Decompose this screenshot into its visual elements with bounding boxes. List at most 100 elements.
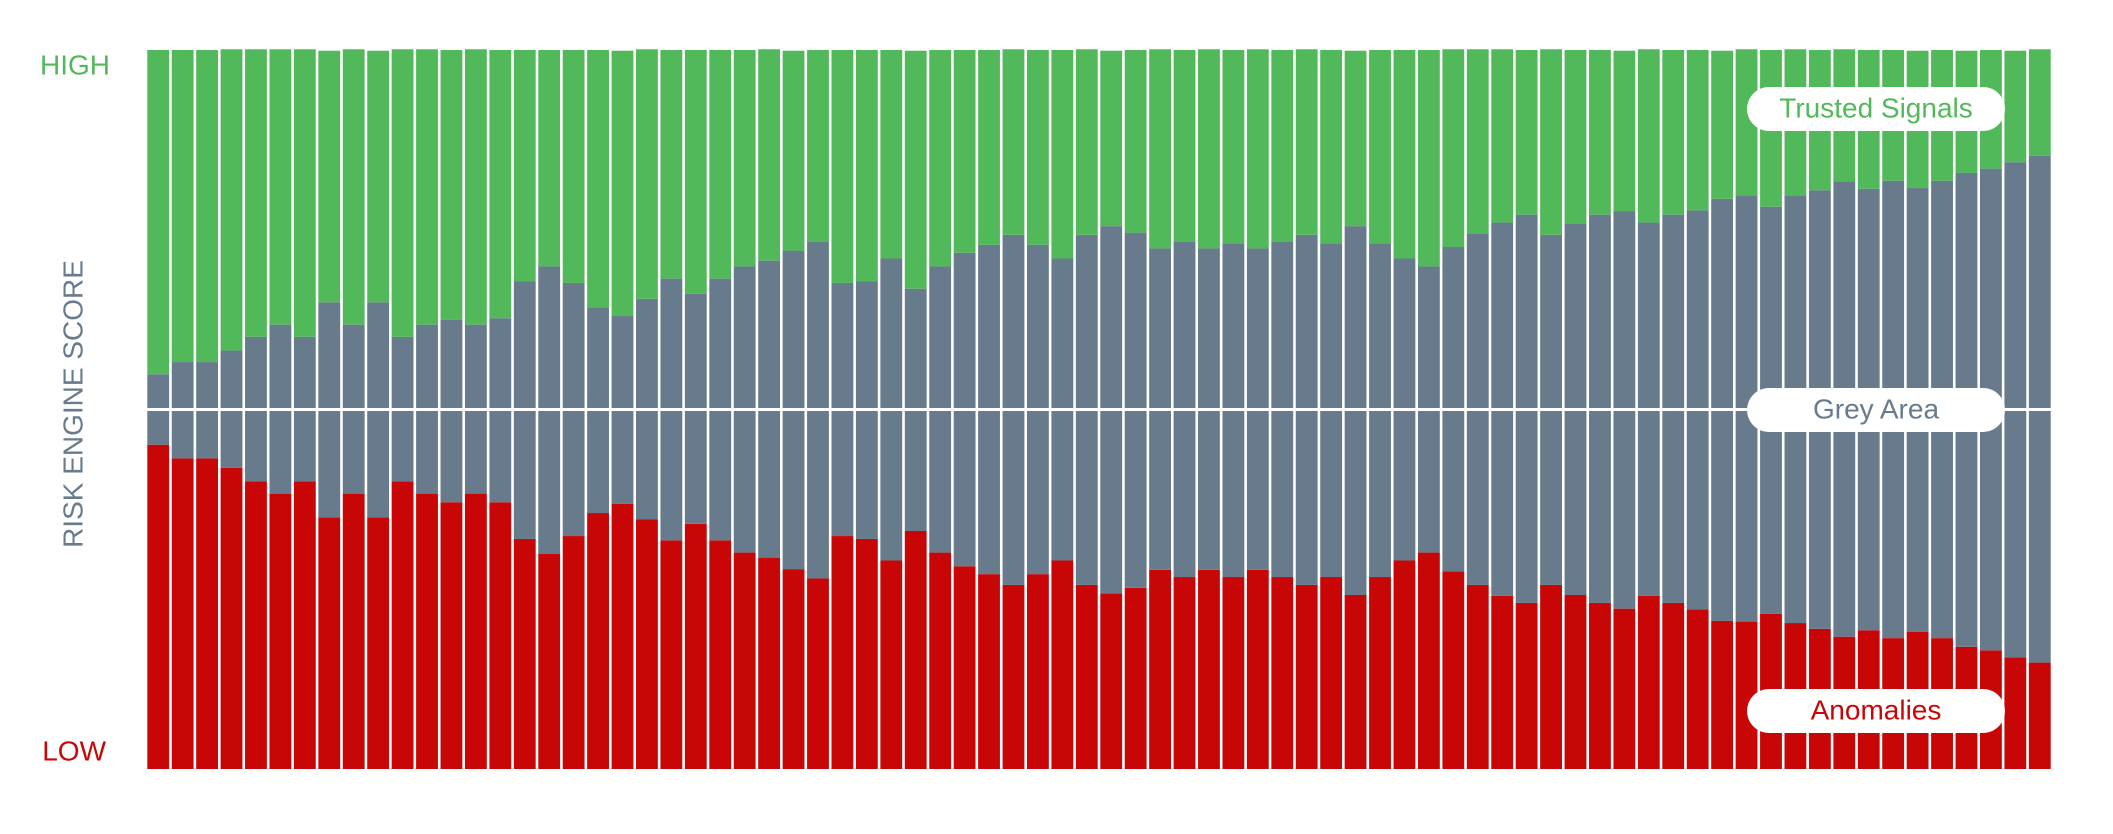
bar-segment — [1540, 584, 1562, 769]
bar-segment — [2028, 662, 2051, 769]
bar-segment — [709, 540, 732, 769]
bar-segment — [464, 493, 487, 769]
bar-segment — [1344, 595, 1367, 769]
y-axis-title: RISK ENGINE SCORE — [57, 260, 88, 548]
bar-segment — [807, 50, 829, 242]
bar-segment — [1075, 49, 1098, 235]
bar-segment — [1515, 602, 1538, 769]
bar-segment — [782, 569, 805, 769]
bar-segment — [196, 50, 219, 363]
bar-segment — [269, 49, 292, 325]
bar-segment — [733, 552, 756, 769]
bar-segment — [318, 50, 341, 303]
bar-segment — [1417, 552, 1440, 769]
series-label: Trusted Signals — [1779, 92, 1973, 123]
bar-segment — [758, 557, 781, 769]
bar-segment — [1637, 595, 1660, 769]
bar-segment — [1540, 49, 1562, 235]
bar-segment — [391, 481, 414, 769]
bar-segment — [1393, 560, 1416, 769]
bar-segment — [1735, 49, 1758, 196]
bar-segment — [1173, 577, 1196, 769]
bar-segment — [367, 517, 390, 769]
bar-segment — [782, 50, 805, 251]
bar-segment — [1515, 50, 1538, 215]
bar-segment — [318, 517, 341, 769]
bar-segment — [1320, 50, 1343, 244]
bar-segment — [1589, 50, 1611, 215]
bar-segment — [1295, 49, 1318, 235]
bar-segment — [245, 49, 267, 337]
bar-segment — [1173, 50, 1196, 242]
bar-segment — [611, 50, 634, 317]
bar-segment — [1442, 49, 1465, 248]
bar-segment — [1246, 49, 1269, 249]
bar-segment — [1369, 50, 1391, 244]
bar-segment — [1711, 50, 1734, 199]
bar-segment — [220, 467, 243, 769]
bar-segment — [1466, 584, 1489, 769]
bar-segment — [416, 493, 438, 769]
bar-segment — [660, 50, 683, 279]
bar-segment — [1051, 560, 1074, 769]
bar-segment — [538, 554, 561, 769]
bar-segment — [1491, 49, 1514, 223]
bar-segment — [293, 481, 316, 769]
bar-segment — [391, 49, 414, 337]
bar-segment — [562, 536, 585, 769]
bar-segment — [513, 50, 536, 282]
bar-segment — [1271, 577, 1294, 769]
bar-segment — [171, 50, 194, 363]
bar-segment — [1246, 569, 1269, 769]
bar-segment — [831, 536, 854, 769]
bar-segment — [636, 519, 658, 769]
bar-segment — [1320, 577, 1343, 769]
bar-segment — [660, 540, 683, 769]
bar-segment — [880, 50, 903, 259]
bar-segment — [1613, 50, 1636, 212]
bar-segment — [1564, 595, 1587, 769]
bar-segment — [1613, 608, 1636, 769]
y-high-label: HIGH — [40, 49, 110, 80]
series-label: Grey Area — [1813, 393, 1939, 424]
y-low-label: LOW — [42, 735, 106, 766]
bar-segment — [807, 578, 829, 769]
bar-segment — [1222, 577, 1245, 769]
bar-segment — [2004, 50, 2027, 163]
bar-segment — [1100, 593, 1123, 769]
bar-segment — [880, 560, 903, 769]
bar-segment — [1026, 50, 1049, 245]
bar-segment — [904, 50, 927, 289]
bar-segment — [1149, 49, 1172, 249]
bar-segment — [1466, 49, 1489, 234]
bar-segment — [1271, 50, 1294, 242]
bar-segment — [2028, 49, 2051, 156]
bar-segment — [489, 50, 512, 319]
bar-segment — [953, 50, 976, 253]
bar-segment — [1295, 584, 1318, 769]
bar-segment — [758, 49, 781, 261]
series-label-pill — [1747, 87, 2005, 131]
bar-segment — [709, 50, 732, 279]
bar-segment — [2004, 657, 2027, 769]
bar-segment — [342, 49, 365, 325]
bar-segment — [636, 49, 658, 299]
bar-segment — [684, 50, 707, 294]
bar-segment — [1564, 50, 1587, 224]
bar-segment — [147, 50, 170, 375]
bar-segment — [1198, 49, 1220, 249]
bar-segment — [342, 493, 365, 769]
bar-segment — [562, 50, 585, 283]
bar-segment — [587, 50, 609, 308]
bar-segment — [367, 50, 390, 303]
bar-segment — [733, 50, 756, 267]
bar-segment — [416, 49, 438, 325]
bar-segment — [855, 538, 878, 769]
bar-segment — [269, 493, 292, 769]
bar-segment — [1002, 49, 1025, 235]
bar-segment — [1735, 621, 1758, 769]
bar-segment — [1637, 49, 1660, 223]
bar-segment — [978, 50, 1000, 245]
bar-segment — [1662, 50, 1685, 215]
